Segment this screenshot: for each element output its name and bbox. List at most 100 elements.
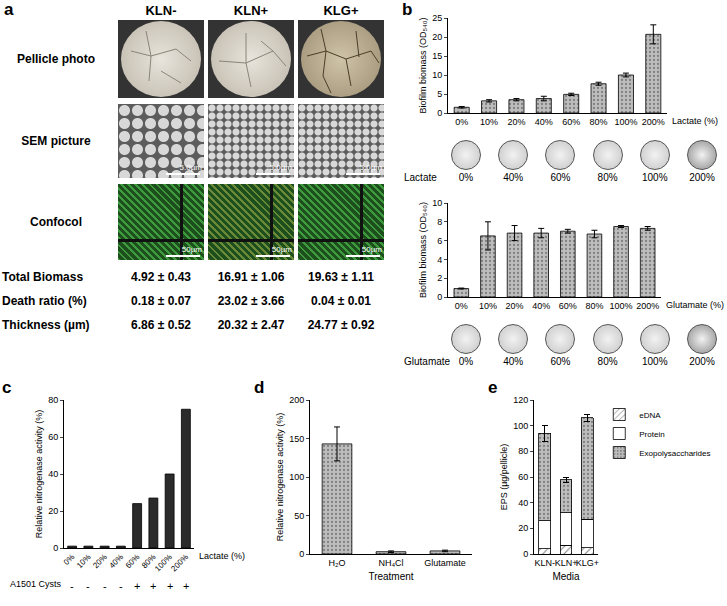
svg-text:200: 200 xyxy=(289,395,304,405)
html-text:Total Biomass: Total Biomass xyxy=(2,270,84,284)
svg-text:Glutamate (%): Glutamate (%) xyxy=(666,300,724,310)
html-text:4.92 ± 0.43: 4.92 ± 0.43 xyxy=(131,270,191,284)
svg-text:+: + xyxy=(183,580,189,592)
svg-text:+: + xyxy=(134,580,140,592)
svg-text:0%: 0% xyxy=(455,301,468,311)
svg-text:Media: Media xyxy=(552,571,580,582)
html-text:KLG+: KLG+ xyxy=(323,3,359,18)
svg-text:-: - xyxy=(70,580,74,592)
svg-text:0%: 0% xyxy=(62,552,77,567)
svg-text:0: 0 xyxy=(299,549,304,559)
svg-text:50: 50 xyxy=(294,511,304,521)
html-text:16.91 ± 1.06: 16.91 ± 1.06 xyxy=(217,270,285,284)
svg-text:80: 80 xyxy=(48,395,58,405)
html-text:Confocol: Confocol xyxy=(30,215,82,229)
html-text:b: b xyxy=(402,0,413,19)
html-text:Death ratio (%): Death ratio (%) xyxy=(2,294,87,308)
svg-text:eDNA: eDNA xyxy=(639,411,661,420)
svg-text:0: 0 xyxy=(437,292,442,302)
svg-text:20: 20 xyxy=(432,32,442,42)
svg-text:+: + xyxy=(150,580,156,592)
svg-text:100%: 100% xyxy=(614,117,637,127)
svg-text:Lactate (%): Lactate (%) xyxy=(199,551,245,561)
svg-text:200%: 200% xyxy=(169,552,190,573)
svg-text:200%: 200% xyxy=(636,301,659,311)
svg-text:40: 40 xyxy=(48,469,58,479)
svg-text:Biofilm biomass (OD₅₄₀): Biofilm biomass (OD₅₄₀) xyxy=(418,17,428,113)
svg-text:8: 8 xyxy=(437,217,442,227)
svg-text:Relative nitrogenase activity: Relative nitrogenase activity (%) xyxy=(275,413,285,542)
svg-text:100: 100 xyxy=(289,472,304,482)
svg-text:80%: 80% xyxy=(585,301,603,311)
svg-text:40: 40 xyxy=(518,498,528,508)
html-text:0.18 ± 0.07: 0.18 ± 0.07 xyxy=(131,294,191,308)
svg-text:20: 20 xyxy=(518,523,528,533)
svg-text:60: 60 xyxy=(518,472,528,482)
svg-text:80%: 80% xyxy=(590,117,608,127)
svg-text:EPS (µg/pellicle): EPS (µg/pellicle) xyxy=(499,444,509,511)
svg-text:+: + xyxy=(167,580,173,592)
svg-text:100%: 100% xyxy=(153,552,174,573)
svg-text:100%: 100% xyxy=(610,301,633,311)
svg-text:Exopolysaccharides: Exopolysaccharides xyxy=(639,449,710,458)
svg-text:Lactate (%): Lactate (%) xyxy=(672,116,718,126)
svg-text:NH₄Cl: NH₄Cl xyxy=(378,558,403,568)
svg-text:150: 150 xyxy=(289,434,304,444)
html-text:23.02 ± 3.66: 23.02 ± 3.66 xyxy=(217,294,285,308)
html-text:19.63 ± 1.11: 19.63 ± 1.11 xyxy=(308,270,374,284)
svg-text:0%: 0% xyxy=(455,117,468,127)
svg-text:0: 0 xyxy=(437,108,442,118)
svg-text:Glutamate: Glutamate xyxy=(424,558,466,568)
svg-text:200%: 200% xyxy=(642,117,665,127)
svg-text:20%: 20% xyxy=(507,117,525,127)
svg-text:0: 0 xyxy=(523,549,528,559)
html-text:24.77 ± 0.92: 24.77 ± 0.92 xyxy=(307,318,375,332)
html-text:Thickness (µm): Thickness (µm) xyxy=(2,318,90,332)
svg-text:-: - xyxy=(103,580,107,592)
svg-text:-: - xyxy=(119,580,123,592)
html-text:Pellicle photo: Pellicle photo xyxy=(17,52,95,66)
svg-text:Biofilm biomass (OD₅₄₀): Biofilm biomass (OD₅₄₀) xyxy=(418,202,428,298)
svg-text:80%: 80% xyxy=(140,552,158,570)
svg-text:KLN+: KLN+ xyxy=(555,558,578,568)
svg-text:10%: 10% xyxy=(480,117,498,127)
svg-text:A1501 Cysts: A1501 Cysts xyxy=(10,579,62,589)
html-text:KLN+: KLN+ xyxy=(233,3,269,18)
svg-text:60%: 60% xyxy=(559,301,577,311)
svg-text:40%: 40% xyxy=(532,301,550,311)
svg-text:15: 15 xyxy=(432,51,442,61)
svg-text:-: - xyxy=(86,580,90,592)
svg-text:100: 100 xyxy=(513,421,528,431)
svg-text:10: 10 xyxy=(432,198,442,208)
svg-text:40%: 40% xyxy=(535,117,553,127)
html-text:20.32 ± 2.47: 20.32 ± 2.47 xyxy=(217,318,285,332)
html-text:6.86 ± 0.52: 6.86 ± 0.52 xyxy=(131,318,191,332)
svg-text:Protein: Protein xyxy=(639,430,664,439)
html-text:SEM picture: SEM picture xyxy=(21,134,91,148)
svg-text:0: 0 xyxy=(53,543,58,553)
svg-text:25: 25 xyxy=(432,13,442,23)
svg-text:20: 20 xyxy=(48,506,58,516)
svg-text:2: 2 xyxy=(437,273,442,283)
svg-text:80: 80 xyxy=(518,446,528,456)
svg-text:120: 120 xyxy=(513,395,528,405)
svg-text:Relative nitrogenase activity: Relative nitrogenase activity (%) xyxy=(34,410,44,539)
html-text:0.04 ± 0.01: 0.04 ± 0.01 xyxy=(311,294,371,308)
svg-text:H₂O: H₂O xyxy=(329,558,346,568)
svg-text:Treatment: Treatment xyxy=(368,571,413,582)
svg-text:20%: 20% xyxy=(506,301,524,311)
svg-text:10%: 10% xyxy=(75,552,93,570)
svg-text:40%: 40% xyxy=(107,552,125,570)
svg-text:6: 6 xyxy=(437,236,442,246)
svg-text:60%: 60% xyxy=(124,552,142,570)
svg-text:KLN-: KLN- xyxy=(534,558,555,568)
svg-text:4: 4 xyxy=(437,255,442,265)
svg-text:20%: 20% xyxy=(91,552,109,570)
svg-text:10: 10 xyxy=(432,70,442,80)
html-text:KLN-: KLN- xyxy=(145,3,177,18)
svg-text:5: 5 xyxy=(437,89,442,99)
svg-text:KLG+: KLG+ xyxy=(576,558,599,568)
svg-text:60: 60 xyxy=(48,432,58,442)
svg-text:10%: 10% xyxy=(479,301,497,311)
svg-text:60%: 60% xyxy=(562,117,580,127)
